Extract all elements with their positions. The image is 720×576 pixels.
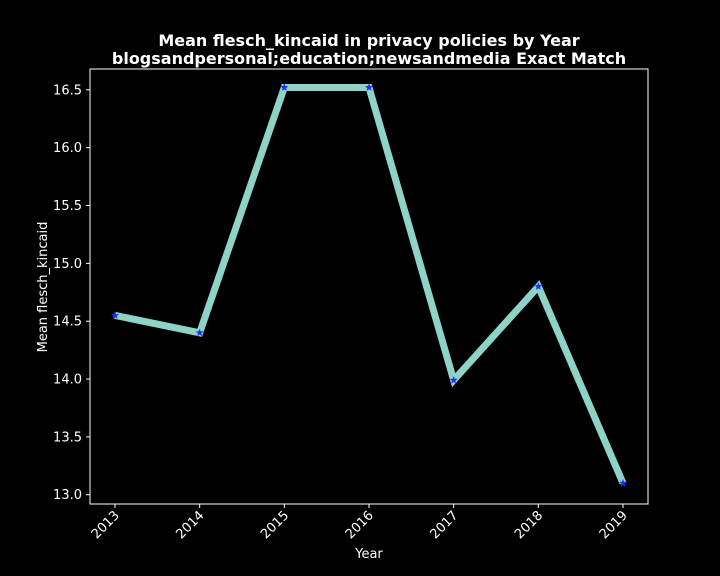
data-point-star — [365, 83, 373, 91]
y-axis-label: Mean flesch_kincaid — [36, 222, 51, 353]
y-axis-ticks: 13.0 13.5 14.0 14.5 15.0 15.5 16.0 16.5 — [53, 83, 90, 503]
series-markers — [111, 83, 627, 487]
y-tick-label: 15.5 — [53, 199, 82, 214]
data-point-star — [619, 478, 627, 487]
chart-subtitle: blogsandpersonal;education;newsandmedia … — [112, 49, 626, 68]
data-point-star — [195, 328, 204, 337]
x-axis-label: Year — [354, 547, 383, 562]
y-tick-label: 16.0 — [53, 141, 82, 156]
y-tick-label: 14.5 — [53, 315, 82, 330]
y-tick-label: 15.0 — [53, 257, 82, 272]
data-point-star — [280, 83, 289, 91]
data-point-star — [111, 311, 119, 319]
data-point-star — [449, 376, 458, 384]
y-tick-label: 16.5 — [53, 83, 82, 98]
data-point-star — [534, 282, 543, 290]
chart-title: Mean flesch_kincaid in privacy policies … — [158, 31, 579, 50]
y-tick-label: 13.5 — [53, 430, 82, 445]
y-tick-label: 14.0 — [53, 373, 82, 388]
y-tick-label: 13.0 — [53, 488, 82, 503]
